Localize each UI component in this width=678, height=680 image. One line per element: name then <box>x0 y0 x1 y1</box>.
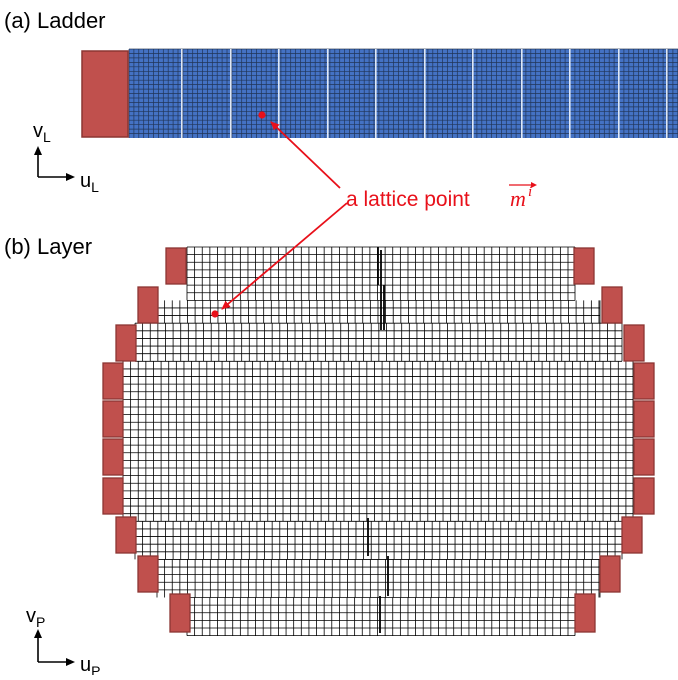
ladder-u-label: uL <box>80 170 99 195</box>
layer-readout-chip <box>103 401 123 437</box>
ladder-v-label: vL <box>33 120 51 145</box>
lattice-point-annotation: a lattice point m i <box>211 111 537 317</box>
layer-readout-chip <box>103 363 123 399</box>
layer-readout-chip <box>624 325 644 361</box>
annotation-text: a lattice point <box>346 188 470 211</box>
layer-axes: vP uP <box>26 605 100 675</box>
panel-a-label: (a) Ladder <box>4 8 106 33</box>
layer-readout-chip <box>634 439 654 475</box>
layer-lattice-point <box>211 310 218 317</box>
layer-readout-chip <box>602 287 622 323</box>
lattice-vector-symbol: m i <box>509 182 537 211</box>
ladder-readout-chip <box>82 51 128 137</box>
layer-v-label: vP <box>26 605 45 630</box>
layer-u-label: uP <box>80 654 100 675</box>
layer-readout-chip <box>600 556 620 592</box>
layer-readout-chip <box>116 517 136 553</box>
layer <box>103 247 654 636</box>
layer-readout-chip <box>166 248 186 284</box>
layer-readout-chip <box>103 478 123 514</box>
panel-b-label: (b) Layer <box>4 234 92 259</box>
layer-pixel-grid <box>123 247 633 636</box>
vector-symbol-m: m <box>510 186 526 211</box>
layer-readout-chip <box>634 363 654 399</box>
layer-readout-chip <box>622 517 642 553</box>
layer-readout-chip <box>575 594 595 632</box>
layer-v-arrowhead-icon <box>34 629 42 638</box>
layer-u-arrowhead-icon <box>66 658 75 666</box>
layer-readout-chip <box>574 248 594 284</box>
ladder-pixel-grid <box>129 49 678 138</box>
layer-readout-chip <box>138 287 158 323</box>
layer-readout-chip <box>138 556 158 592</box>
layer-readout-chip <box>634 478 654 514</box>
layer-readout-chip <box>634 401 654 437</box>
layer-readout-chip <box>116 325 136 361</box>
layer-readout-chip <box>170 594 190 632</box>
ladder-v-arrowhead-icon <box>34 146 42 155</box>
layer-readout-chip <box>103 439 123 475</box>
vector-arrowhead-icon <box>531 182 537 188</box>
ladder-u-arrowhead-icon <box>66 173 75 181</box>
ladder <box>82 49 678 138</box>
ladder-lattice-point <box>258 111 265 118</box>
